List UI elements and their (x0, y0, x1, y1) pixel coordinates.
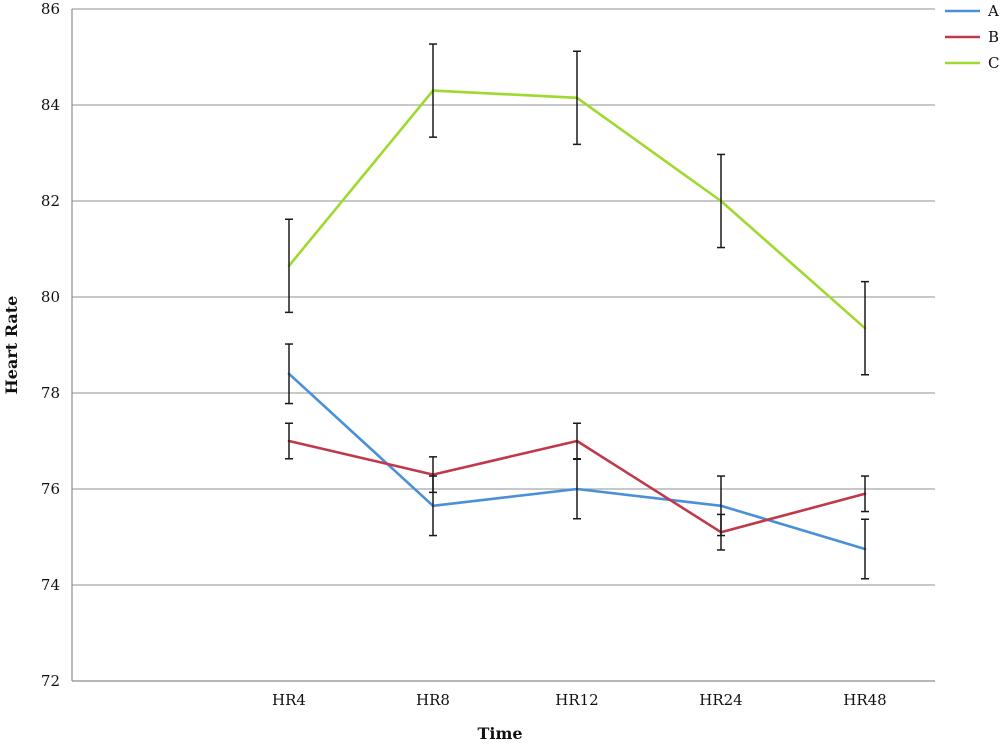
y-tick-label: 74 (41, 576, 60, 594)
error-bar-a (285, 343, 293, 405)
x-axis-title: Time (477, 724, 522, 743)
legend-item-b: B (945, 28, 999, 46)
error-bar-c (285, 218, 293, 314)
y-tick-label: 76 (41, 480, 60, 498)
error-bars (285, 43, 869, 580)
legend-label-c: C (988, 54, 999, 72)
error-bar-b (861, 475, 869, 513)
error-bar-a (861, 518, 869, 580)
y-tick-label: 78 (41, 384, 60, 402)
legend: ABC (945, 2, 999, 72)
y-tick-label: 84 (41, 96, 60, 114)
legend-label-b: B (988, 28, 999, 46)
error-bar-c (861, 280, 869, 376)
x-tick-label: HR4 (272, 691, 306, 709)
gridlines (72, 8, 935, 586)
error-bar-b (717, 513, 725, 551)
error-bar-b (429, 456, 437, 494)
x-tick-label: HR8 (416, 691, 450, 709)
error-bar-c (429, 43, 437, 138)
x-axis-tick-labels: HR4 HR8 HR12 HR24 HR48 (272, 691, 887, 709)
y-axis-title: Heart Rate (2, 296, 21, 395)
legend-label-a: A (987, 2, 999, 20)
y-tick-label: 80 (41, 288, 60, 306)
x-tick-label: HR12 (555, 691, 598, 709)
error-bar-b (573, 422, 581, 460)
legend-item-a: A (945, 2, 999, 20)
x-tick-label: HR48 (843, 691, 886, 709)
x-tick-label: HR24 (699, 691, 742, 709)
y-tick-label: 86 (41, 0, 60, 18)
y-tick-label: 82 (41, 192, 60, 210)
legend-item-c: C (945, 54, 999, 72)
error-bar-b (285, 422, 293, 460)
error-bar-c (573, 50, 581, 146)
y-axis-tick-labels: 72 74 76 78 80 82 84 86 (41, 0, 60, 690)
axes (71, 9, 935, 682)
y-tick-label: 72 (41, 672, 60, 690)
error-bar-c (717, 153, 725, 249)
